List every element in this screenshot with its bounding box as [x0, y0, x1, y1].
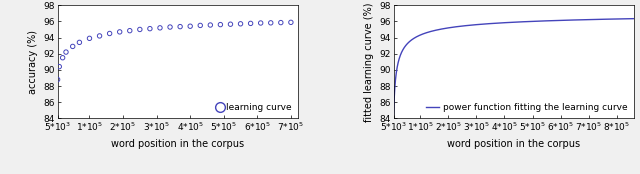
Y-axis label: fitted learning curve (%): fitted learning curve (%): [364, 2, 374, 121]
Point: [145, 27, 155, 30]
Point: [266, 21, 276, 24]
Point: [54, 65, 65, 68]
Point: [84, 37, 95, 40]
Point: [134, 28, 145, 31]
Point: [215, 23, 225, 26]
X-axis label: word position in the corpus: word position in the corpus: [447, 139, 580, 149]
Legend: power function fitting the learning curve: power function fitting the learning curv…: [424, 101, 629, 114]
Point: [276, 21, 286, 24]
X-axis label: word position in the corpus: word position in the corpus: [111, 139, 244, 149]
Point: [185, 25, 195, 28]
Point: [286, 21, 296, 24]
Point: [195, 24, 205, 27]
Point: [61, 51, 71, 53]
Point: [115, 30, 125, 33]
Point: [205, 24, 216, 26]
Point: [95, 34, 105, 37]
Point: [68, 45, 78, 48]
Point: [246, 22, 256, 25]
Point: [52, 78, 63, 81]
Y-axis label: accuracy (%): accuracy (%): [28, 30, 38, 94]
Point: [165, 26, 175, 28]
Point: [58, 56, 68, 59]
Point: [225, 23, 236, 26]
Point: [255, 22, 266, 24]
Point: [104, 32, 115, 35]
Legend: learning curve: learning curve: [216, 101, 293, 114]
Point: [155, 26, 165, 29]
Point: [175, 25, 185, 28]
Point: [74, 41, 84, 44]
Point: [236, 22, 246, 25]
Point: [125, 29, 135, 32]
